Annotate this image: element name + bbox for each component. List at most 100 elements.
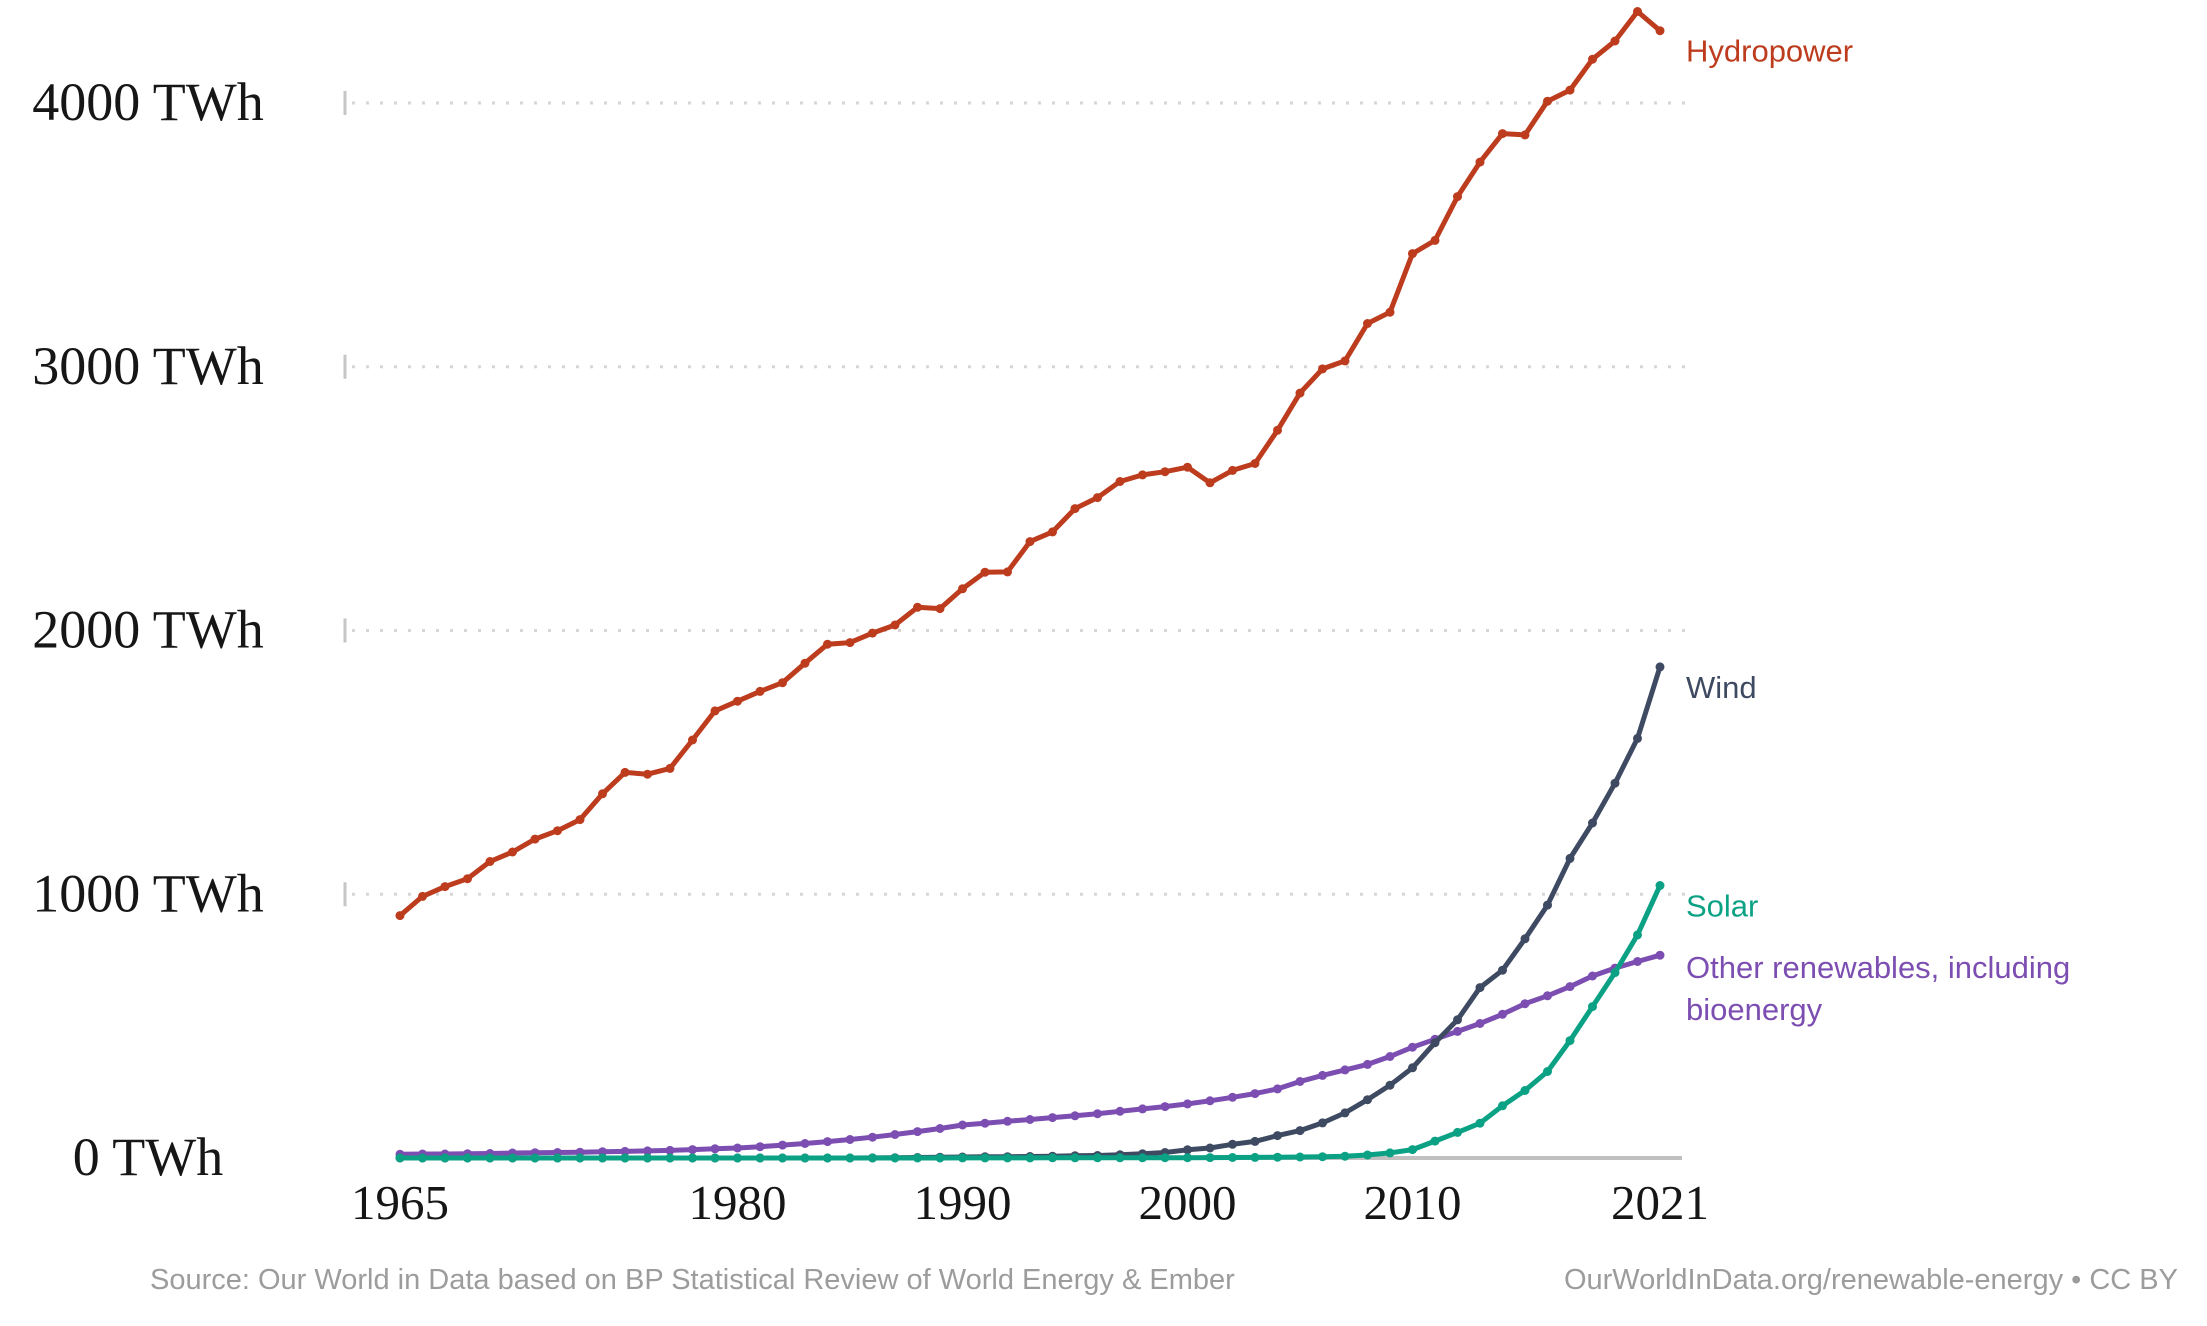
series-point [395, 1153, 405, 1163]
series-point [1610, 36, 1620, 46]
series-point [935, 1153, 945, 1163]
series-point [1498, 965, 1507, 975]
series-point [1408, 1042, 1417, 1052]
series-point [1228, 1153, 1237, 1162]
x-axis-label-1965: 1965 [351, 1175, 449, 1230]
series-point [1408, 1063, 1417, 1073]
series-point [1183, 1099, 1192, 1109]
series-point [1588, 971, 1597, 981]
series-point [1453, 192, 1462, 202]
x-axis-label-2010: 2010 [1364, 1175, 1462, 1230]
series-point [1318, 364, 1327, 374]
series-point [1250, 1136, 1260, 1146]
series-point [1340, 1108, 1350, 1118]
series-point [1318, 1070, 1327, 1080]
series-point [1048, 527, 1057, 537]
series-point [1655, 662, 1665, 672]
x-axis-label-1980: 1980 [689, 1175, 787, 1230]
series-point [553, 826, 562, 836]
series-point [643, 769, 652, 779]
y-axis-label-1000: 1000 TWh [32, 863, 263, 923]
series-point [1250, 1089, 1260, 1099]
series-point [1385, 1052, 1395, 1061]
series-point [1093, 493, 1102, 503]
series-point [1655, 950, 1665, 960]
series-point [1093, 1153, 1102, 1163]
series-point [823, 1137, 832, 1147]
series-point [1273, 425, 1282, 435]
series-point [1205, 1096, 1215, 1106]
series-point [1588, 1002, 1597, 1012]
series-point [1295, 1126, 1305, 1136]
series-point [823, 1153, 832, 1163]
series-points-wind [395, 662, 1665, 1163]
series-point [1498, 1101, 1507, 1111]
series-point [913, 602, 922, 612]
series-point [1520, 934, 1530, 944]
series-point [800, 658, 810, 668]
series-point [1003, 1153, 1012, 1163]
series-point [395, 911, 405, 921]
series-point [1565, 1036, 1575, 1046]
series-point [1160, 467, 1170, 477]
series-point [890, 1153, 900, 1163]
series-point [935, 604, 945, 614]
series-label-solar: Solar [1686, 889, 1758, 924]
series-point [1610, 778, 1620, 788]
series-point [1070, 1153, 1080, 1163]
series-point [868, 1132, 877, 1142]
series-point [688, 1145, 697, 1155]
series-points-hydropower [395, 7, 1665, 921]
series-point [1520, 1086, 1530, 1095]
series-point [913, 1127, 922, 1137]
series-point [1610, 968, 1620, 978]
series-point [800, 1139, 810, 1148]
series-point [1250, 1152, 1260, 1162]
series-point [463, 874, 472, 884]
series-point [1633, 957, 1642, 966]
series-point [1543, 900, 1552, 910]
series-point [800, 1153, 810, 1163]
series-point [1070, 504, 1080, 514]
series-point [643, 1153, 652, 1163]
series-point [530, 834, 540, 844]
series-point [1475, 983, 1485, 993]
series-line-hydropower [397, 9, 1663, 919]
series-points-solar [395, 881, 1665, 1163]
series-point [1115, 1106, 1125, 1116]
series-point [733, 696, 742, 706]
series-point [1430, 1038, 1440, 1048]
series-point [845, 1135, 855, 1144]
series-point [1228, 465, 1237, 475]
series-point [733, 1143, 742, 1153]
series-point [778, 1140, 787, 1150]
series-point [1295, 388, 1305, 398]
y-axis-label-0: 0 TWh [73, 1127, 223, 1187]
series-point [1205, 1143, 1215, 1153]
series-point [755, 1142, 765, 1152]
series-point [868, 628, 877, 638]
series-point [508, 847, 517, 857]
series-point [1453, 1026, 1462, 1036]
series-point [755, 686, 765, 696]
series-point [1138, 470, 1147, 480]
attribution-link[interactable]: OurWorldInData.org/renewable-energy • CC… [1563, 1264, 2178, 1296]
series-point [418, 1153, 427, 1163]
series-point [485, 1153, 495, 1163]
series-point [1588, 54, 1597, 64]
series-point [1340, 1151, 1350, 1161]
series-point [1633, 733, 1642, 743]
series-point [575, 1153, 585, 1163]
series-point [1093, 1109, 1102, 1119]
y-axis-label-4000: 4000 TWh [32, 72, 263, 132]
series-point [598, 1147, 607, 1157]
series-point [1498, 1009, 1507, 1019]
series-point [1340, 356, 1350, 366]
series-point [598, 1153, 607, 1163]
series-point [598, 789, 607, 799]
series-point [463, 1153, 472, 1163]
series-point [935, 1124, 945, 1133]
series-point [958, 1153, 967, 1163]
